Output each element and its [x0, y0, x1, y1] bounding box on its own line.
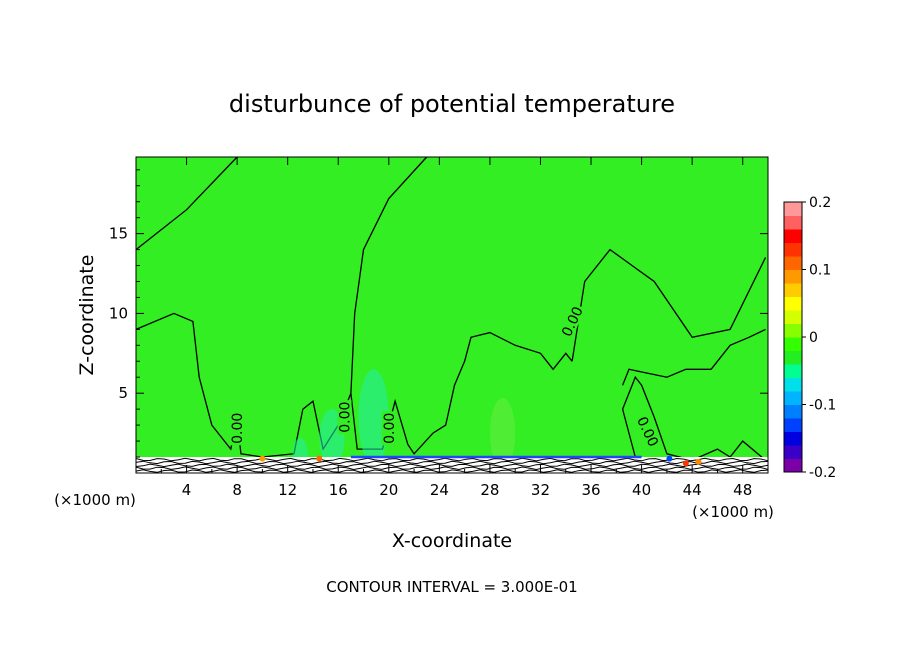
x-tick-label: 28 [480, 481, 499, 499]
colorbar-swatch [784, 283, 802, 297]
plot-frame [135, 156, 769, 474]
x-tick-label: 16 [329, 481, 348, 499]
y-axis: 5 10 15 [109, 169, 768, 458]
x-tick-label: 20 [379, 481, 398, 499]
x-axis: 4 8 12 16 20 24 28 32 36 40 44 48 [160, 157, 752, 499]
contour-label-bg [230, 411, 245, 446]
x-tick-label: 48 [733, 481, 752, 499]
y-tick-label: 10 [109, 304, 128, 322]
x-tick-label: 36 [581, 481, 600, 499]
contour-line [135, 312, 573, 458]
contour-label: 0.00 [382, 413, 398, 444]
colorbar-swatch [784, 256, 802, 270]
surface-contour [135, 463, 769, 468]
x-axis-label: X-coordinate [392, 530, 512, 552]
colorbar-tick-label: -0.2 [809, 465, 836, 481]
surface-contour [135, 460, 769, 465]
colorbar-swatch [784, 458, 802, 473]
colorbar-swatch [784, 418, 802, 432]
x-tick-label: 24 [430, 481, 449, 499]
surface-disturbance-band [135, 455, 769, 473]
contour-line [621, 328, 766, 386]
x-unit-right: (×1000 m) [692, 503, 774, 521]
x-tick-label: 32 [531, 481, 550, 499]
surface-spot [666, 455, 673, 462]
contour-line [350, 156, 428, 394]
colorbar-tick-label: -0.1 [809, 398, 836, 414]
colorbar-swatch [784, 404, 802, 419]
colorbar-swatch [784, 215, 802, 230]
colorbar-swatch [784, 202, 802, 216]
surface-contour [135, 457, 769, 462]
x-tick-label: 12 [278, 481, 297, 499]
contour-line [621, 375, 766, 461]
colorbar-swatch [784, 337, 802, 351]
surface-spot [259, 455, 266, 462]
surface-spot [316, 455, 323, 462]
colorbar-swatch [784, 391, 802, 405]
colorbar-tick-label: 0.2 [809, 195, 831, 211]
contour-label: 0.00 [230, 413, 246, 444]
colorbar-swatch [784, 269, 802, 284]
colorbar-swatch [784, 242, 802, 257]
contour-line [571, 248, 767, 362]
surface-contour [135, 469, 769, 473]
colorbar: 0.2 0.1 0 -0.1 -0.2 [783, 195, 836, 481]
colorbar-swatch [784, 323, 802, 338]
x-tick-label: 8 [232, 481, 242, 499]
colorbar-swatch [784, 350, 802, 365]
x-tick-label: 4 [182, 481, 192, 499]
surface-contour [135, 466, 769, 471]
contour-label-bg [381, 411, 396, 446]
contour-interval-note: CONTOUR INTERVAL = 3.000E-01 [326, 578, 577, 596]
colorbar-swatch [784, 229, 802, 243]
disturbance-patch [489, 397, 516, 469]
y-tick-label: 15 [109, 225, 128, 243]
colorbar-swatch [784, 445, 802, 459]
colorbar-swatch [784, 364, 802, 378]
contour-label-bg [558, 303, 586, 340]
chart-title: disturbunce of potential temperature [229, 90, 675, 118]
disturbance-patch [358, 369, 389, 466]
y-tick-label: 5 [118, 384, 128, 402]
contour-label-bg [634, 413, 662, 450]
contour-line [135, 156, 238, 251]
surface-spot [695, 458, 702, 465]
x-tick-label: 40 [632, 481, 651, 499]
surface-spot [682, 460, 689, 467]
x-tick-label: 44 [683, 481, 702, 499]
colorbar-swatch [784, 377, 802, 392]
colorbar-tick-label: 0.1 [809, 263, 831, 279]
colorbar-swatch [784, 431, 802, 446]
contour-label-bg [337, 400, 352, 435]
colorbar-swatch [784, 296, 802, 311]
colorbar-tick-label: 0 [809, 330, 818, 346]
y-axis-label: Z-coordinate [76, 255, 98, 376]
colorbar-swatch [784, 310, 802, 324]
contour-label: 0.00 [338, 402, 354, 433]
x-unit-left: (×1000 m) [54, 491, 136, 509]
